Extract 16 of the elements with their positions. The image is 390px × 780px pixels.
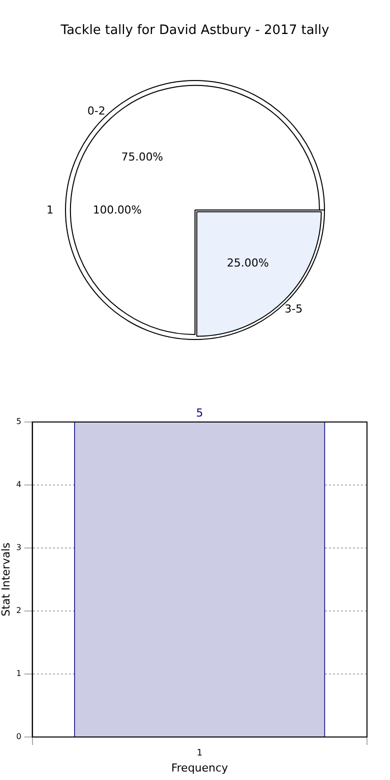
data-label: 5 — [196, 406, 204, 420]
y-tick-label: 0 — [16, 732, 22, 742]
y-tick-label: 4 — [16, 480, 22, 490]
slice-label: 0-2 — [87, 104, 106, 118]
y-tick-label: 5 — [16, 417, 22, 426]
slice-label: 1 — [46, 204, 54, 216]
y-tick-label: 3 — [16, 543, 22, 552]
data-label: 25.00% — [226, 256, 269, 270]
data-label: 100.00% — [92, 204, 142, 216]
x-axis-title: Frequency — [171, 761, 229, 774]
y-axis-title: Stat Intervals — [0, 542, 12, 616]
y-tick-label: 2 — [16, 606, 22, 616]
chart-title: Tackle tally for David Astbury - 2017 tally — [60, 22, 330, 38]
y-tick-label: 1 — [16, 669, 22, 678]
slice-label: 3-5 — [284, 302, 303, 316]
data-label: 75.00% — [121, 150, 164, 164]
